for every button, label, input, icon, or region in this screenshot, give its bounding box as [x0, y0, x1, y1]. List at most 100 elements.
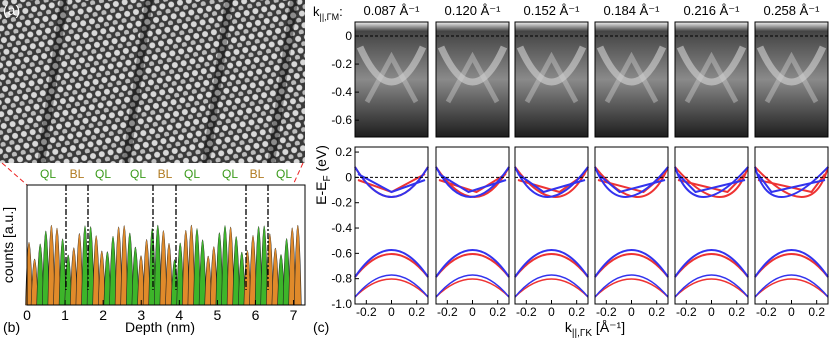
band-curve	[594, 274, 669, 298]
k-symbol: k	[313, 4, 320, 19]
band-curve	[674, 278, 749, 298]
arpes-feature	[676, 45, 747, 86]
x-tick-label: 0.2	[648, 305, 665, 319]
band-curve	[597, 173, 666, 194]
arpes-feature	[437, 45, 508, 86]
y-tick-label: -0.6	[331, 246, 352, 260]
arpes-feature	[756, 45, 827, 86]
panel-frame	[594, 21, 669, 138]
stm-image	[0, 0, 305, 163]
band-curve	[754, 253, 829, 278]
x-tick-label: 2	[99, 307, 107, 323]
arpes-feature	[524, 51, 579, 104]
x-tick-label: -0.2	[756, 305, 777, 319]
band-curve	[674, 166, 749, 198]
band-curve	[435, 249, 510, 278]
y-tick-label: -0.2	[331, 196, 352, 210]
x-tick-label: -0.2	[356, 305, 377, 319]
x-tick-label: 0	[708, 305, 715, 319]
arpes-feature	[764, 51, 819, 104]
arpes-panels: -0.2 0 0.2 -0.2 0 0.2 -0.2 0 0.2 -0.2 0 0.2 -0.2 0 0.2…	[354, 21, 829, 319]
band-curve	[597, 173, 666, 194]
x-tick-label: 0.2	[808, 305, 825, 319]
band-curve	[438, 173, 507, 194]
depth-profile	[25, 225, 302, 306]
x-label: k	[565, 319, 573, 335]
plot-frame	[26, 184, 306, 306]
y-label-unit: (eV)	[313, 145, 329, 175]
y-axis-label: counts [a.u.]	[0, 207, 16, 283]
y-tick-label: -1.0	[331, 297, 352, 311]
panel-frame	[514, 21, 589, 138]
x-tick-label: 0.2	[408, 305, 425, 319]
x-tick-label: 4	[175, 307, 183, 323]
k-colon: :	[339, 4, 343, 19]
y-tick-label: -0.2	[331, 57, 352, 71]
band-curve	[754, 166, 829, 198]
band-curve	[594, 166, 669, 198]
arpes-feature	[364, 51, 419, 104]
momentum-prefix: k||,ΓM:	[313, 4, 343, 22]
arpes-feature	[356, 45, 427, 86]
band-curve	[435, 253, 510, 278]
x-tick-label: 0	[788, 305, 795, 319]
panel-label: (c)	[313, 319, 329, 335]
x-tick-label: 0	[469, 305, 476, 319]
x-tick-label: 3	[137, 307, 145, 323]
panel-frame	[435, 21, 510, 138]
y-tick-label: -0.6	[331, 113, 352, 127]
band-curve	[514, 166, 589, 198]
layer-label: BL	[70, 167, 85, 181]
band-bg	[355, 147, 428, 304]
x-tick-label: 5	[214, 307, 222, 323]
x-tick-label: 0.2	[728, 305, 745, 319]
x-tick-label: 7	[290, 307, 298, 323]
band-curve	[354, 249, 429, 278]
arpes-feature	[516, 45, 587, 86]
band-curve	[754, 274, 829, 298]
band-curve	[357, 173, 426, 194]
band-curve	[435, 166, 510, 198]
stm-stripes	[37, 0, 298, 163]
x-axis-label: k||,ΓK [Å⁻¹]	[565, 319, 625, 339]
arpes-feature	[445, 51, 500, 104]
band-curve	[594, 166, 669, 198]
x-tick-label: -0.2	[596, 305, 617, 319]
band-curve	[517, 173, 586, 194]
band-bg	[675, 147, 748, 304]
k-subscript: ||,ΓM	[320, 12, 340, 22]
x-tick-label: -0.2	[437, 305, 458, 319]
momentum-label: 0.152 Å⁻¹	[523, 3, 580, 18]
y-tick-label: -0.8	[331, 272, 352, 286]
x-tick-label: 0	[548, 305, 555, 319]
band-curve	[594, 253, 669, 278]
x-tick-label: 0.2	[568, 305, 585, 319]
band-curve	[594, 249, 669, 278]
x-label-sub: ||,ΓK	[572, 328, 592, 339]
layer-label: QL	[130, 167, 146, 181]
band-bg	[595, 147, 668, 304]
x-tick-label: 6	[252, 307, 260, 323]
momentum-label: 0.184 Å⁻¹	[603, 3, 660, 18]
x-tick-label: 0	[23, 307, 31, 323]
y-label: E-E	[313, 182, 329, 205]
x-tick-label: 0.2	[489, 305, 506, 319]
x-tick-label: -0.2	[516, 305, 537, 319]
arpes-feature	[684, 51, 739, 104]
y-tick-label: -0.4	[331, 85, 352, 99]
x-tick-label: 0	[388, 305, 395, 319]
band-curve	[674, 249, 749, 278]
band-curve	[754, 278, 829, 298]
band-curve	[514, 278, 589, 298]
band-bg	[515, 147, 588, 304]
layer-boundaries	[65, 185, 269, 290]
y-tick-label: 0.2	[335, 145, 352, 159]
arpes-feature	[604, 51, 659, 104]
zoom-line	[1, 162, 28, 186]
momentum-label: 0.087 Å⁻¹	[363, 3, 420, 18]
x-axis-label: Depth (nm)	[125, 319, 195, 335]
band-curve	[677, 173, 746, 194]
momentum-label: 0.258 Å⁻¹	[763, 3, 820, 18]
band-curve	[354, 166, 429, 198]
